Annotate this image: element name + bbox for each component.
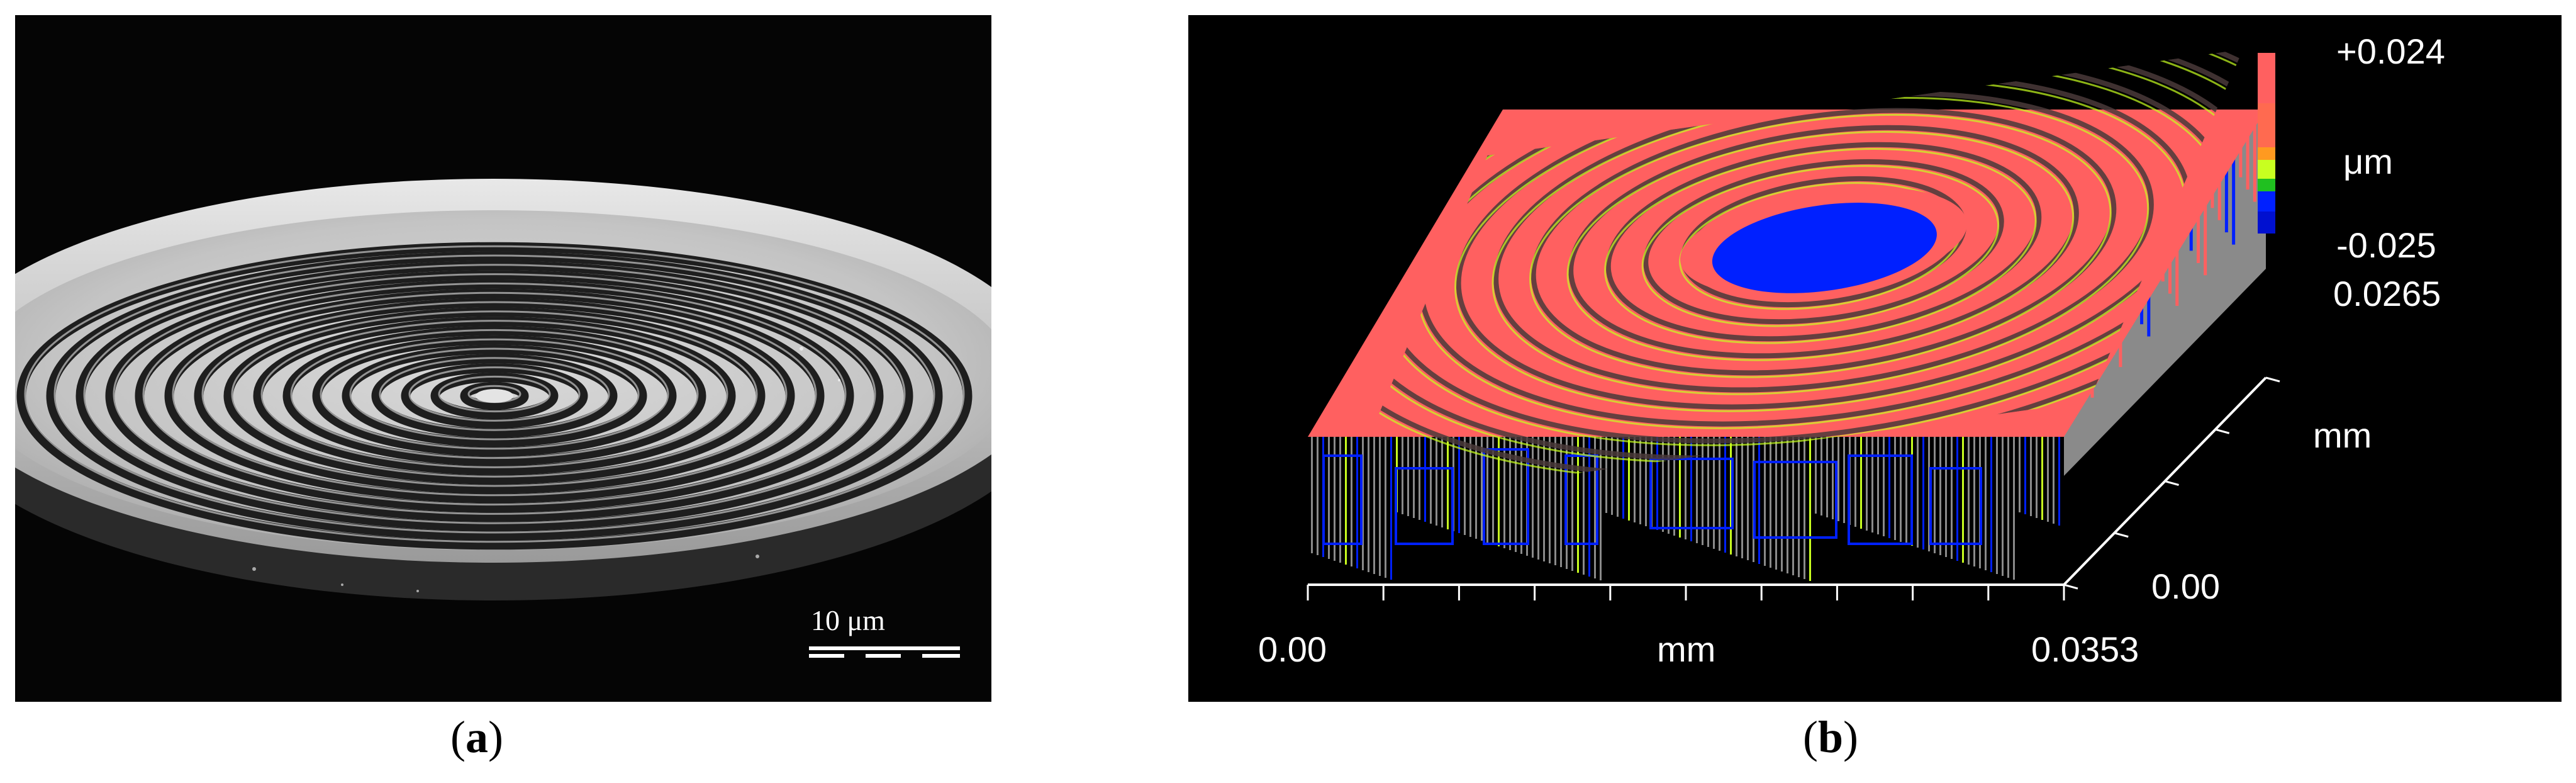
x-axis-unit: mm	[1657, 629, 1716, 669]
concentric-rings	[16, 242, 973, 550]
scalebar	[809, 646, 960, 658]
y-axis-end: 0.0265	[2333, 274, 2441, 313]
color-legend-bar	[2258, 53, 2275, 234]
front-face	[1311, 437, 2060, 581]
profilometry-panel: +0.024 μm -0.025 0.0265 mm 0.00 0.00 mm …	[1188, 15, 2562, 702]
sem-image	[15, 15, 991, 702]
side-face	[2064, 110, 2266, 476]
profile-3d-plot	[1188, 15, 2562, 702]
x-axis-end: 0.0353	[2031, 629, 2139, 669]
caption-a: (a)	[450, 712, 503, 762]
x-axis-start: 0.00	[1258, 629, 1327, 669]
legend-unit: μm	[2343, 142, 2393, 181]
scalebar-label: 10 μm	[811, 604, 885, 636]
legend-max: +0.024	[2336, 31, 2445, 71]
y-axis-unit: mm	[2313, 415, 2372, 455]
sem-micrograph-panel: 10 μm	[15, 15, 991, 702]
caption-b: (b)	[1803, 712, 1859, 762]
legend-min: -0.025	[2336, 225, 2436, 265]
y-axis-start: 0.00	[2151, 566, 2220, 606]
